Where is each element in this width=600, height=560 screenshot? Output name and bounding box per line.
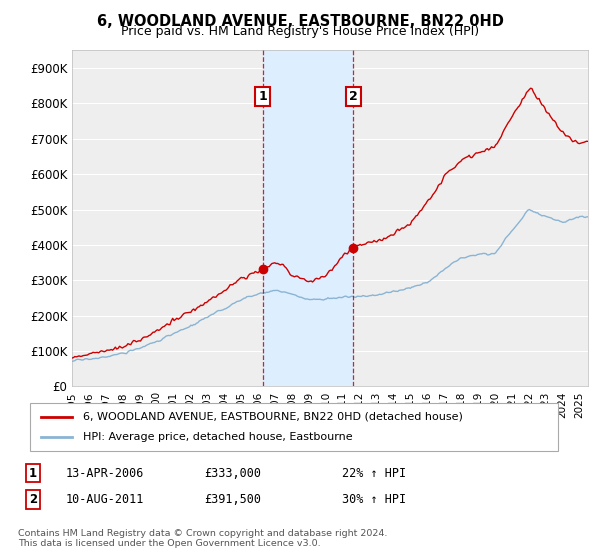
Text: 30% ↑ HPI: 30% ↑ HPI [342, 493, 406, 506]
Text: Contains HM Land Registry data © Crown copyright and database right 2024.
This d: Contains HM Land Registry data © Crown c… [18, 529, 388, 548]
Text: 6, WOODLAND AVENUE, EASTBOURNE, BN22 0HD (detached house): 6, WOODLAND AVENUE, EASTBOURNE, BN22 0HD… [83, 412, 463, 422]
Text: HPI: Average price, detached house, Eastbourne: HPI: Average price, detached house, East… [83, 432, 352, 442]
Text: Price paid vs. HM Land Registry's House Price Index (HPI): Price paid vs. HM Land Registry's House … [121, 25, 479, 38]
Text: £391,500: £391,500 [204, 493, 261, 506]
Bar [263, 50, 353, 386]
Text: 2: 2 [349, 90, 358, 103]
Text: 10-AUG-2011: 10-AUG-2011 [66, 493, 145, 506]
Text: £333,000: £333,000 [204, 466, 261, 480]
Text: 2: 2 [29, 493, 37, 506]
Text: 1: 1 [29, 466, 37, 480]
Text: 1: 1 [259, 90, 267, 103]
Text: 22% ↑ HPI: 22% ↑ HPI [342, 466, 406, 480]
Text: 13-APR-2006: 13-APR-2006 [66, 466, 145, 480]
Text: 6, WOODLAND AVENUE, EASTBOURNE, BN22 0HD: 6, WOODLAND AVENUE, EASTBOURNE, BN22 0HD [97, 14, 503, 29]
